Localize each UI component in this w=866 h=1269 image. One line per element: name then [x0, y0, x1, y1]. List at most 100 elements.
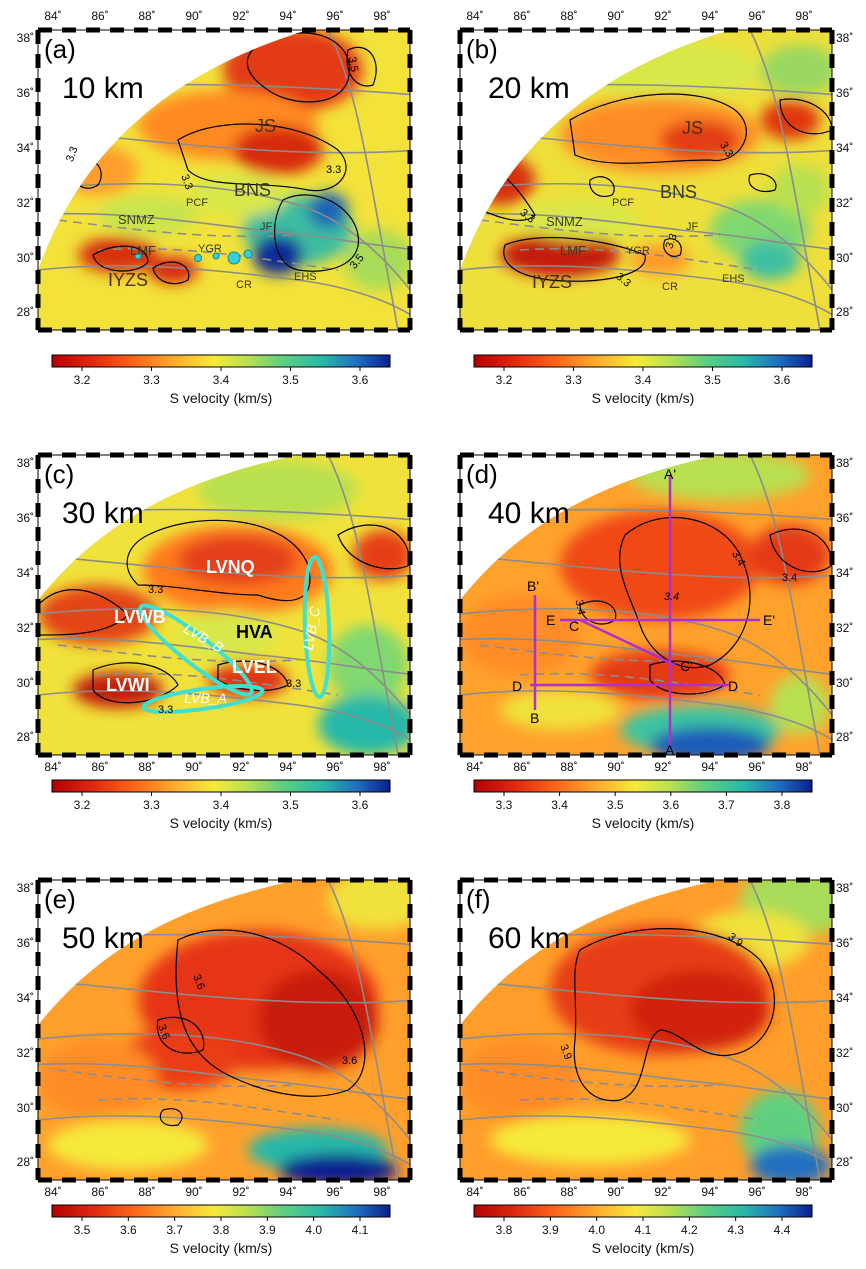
lon-tick-label: 94˚: [701, 9, 718, 23]
colorbar-tick-label: 3.5: [282, 798, 299, 812]
depth-label: 10 km: [62, 72, 144, 105]
lon-tick-label: 84˚: [466, 9, 483, 23]
profile-lines: [530, 475, 760, 745]
profile-label-a-prime: A': [664, 466, 676, 482]
colorbar-tick-label: 3.6: [120, 1223, 137, 1237]
contour-label: 3.6: [342, 1055, 357, 1067]
colorbar-tick-label: 4.4: [774, 1223, 791, 1237]
lon-tick-label: 90˚: [607, 9, 624, 23]
contour-label: 3.4: [664, 591, 679, 603]
annotation-lmf: LMF: [130, 243, 156, 258]
annotation-hva: HVA: [236, 622, 273, 642]
lat-tick-label: 38˚: [836, 456, 853, 470]
lat-tick-label: 32˚: [17, 196, 34, 210]
depth-label: 60 km: [488, 922, 570, 955]
lon-tick-label: 86˚: [513, 9, 530, 23]
lat-tick-label: 28˚: [836, 1155, 853, 1169]
contour-label: 3.6: [190, 973, 207, 991]
profile-label-d: D: [512, 678, 522, 694]
lon-tick-label: 88˚: [138, 1185, 155, 1199]
colorbar-tick-label: 3.8: [213, 1223, 230, 1237]
annotation-lvwi: LVWI: [106, 675, 150, 695]
colorbar-tick-label: 3.7: [166, 1223, 183, 1237]
lat-tick-label: 36˚: [836, 511, 853, 525]
colorbar-tick-label: 4.3: [727, 1223, 744, 1237]
panel-label: (b): [466, 34, 498, 64]
lat-tick-label: 38˚: [17, 31, 34, 45]
colorbar-tick-label: 3.6: [662, 798, 679, 812]
panel-label: (c): [44, 459, 74, 489]
lon-tick-label: 90˚: [185, 9, 202, 23]
colorbar-tick-label: 3.6: [352, 798, 369, 812]
contour-label: 3.4: [573, 599, 587, 616]
annotation-bns: BNS: [660, 182, 697, 202]
lon-tick-label: 90˚: [607, 760, 624, 774]
lon-tick-label: 88˚: [560, 760, 577, 774]
colorbar: [473, 779, 813, 793]
lon-tick-label: 96˚: [326, 1185, 343, 1199]
lat-tick-label: 36˚: [17, 936, 34, 950]
profile-label-c-prime: C': [680, 658, 693, 674]
colorbar-tick-label: 3.5: [607, 798, 624, 812]
colorbar-tick-label: 3.9: [542, 1223, 559, 1237]
colorbar: [51, 354, 391, 368]
axes-panel-f: 84˚ 86˚ 88˚ 90˚ 92˚ 94˚ 96˚ 98˚ 38˚ 36˚ 34˚ 32˚ 30˚ 2…: [457, 877, 853, 1256]
velocity-contours: [579, 516, 832, 695]
lat-tick-label: 34˚: [836, 566, 853, 580]
colorbar-tick-label: 4.1: [352, 1223, 369, 1237]
velocity-contours: [573, 928, 775, 1102]
colorbar-tick-label: 3.3: [496, 798, 513, 812]
colorbar-title: S velocity (km/s): [170, 390, 273, 406]
colorbar: [473, 354, 813, 368]
annotation-bns: BNS: [234, 180, 271, 200]
annotation-snmz: SNMZ: [546, 214, 583, 229]
colorbar-tick-label: 3.5: [74, 1223, 91, 1237]
lon-tick-label: 92˚: [654, 1185, 671, 1199]
lat-tick-label: 28˚: [836, 305, 853, 319]
label-layer: (b) 20 km JS BNS SNMZ PCF JF LMF YGR IYZ…: [466, 34, 745, 293]
lat-tick-label: 30˚: [17, 251, 34, 265]
annotation-cr: CR: [662, 281, 678, 293]
depth-label: 30 km: [62, 497, 144, 530]
contour-label: 3.3: [286, 678, 301, 690]
lat-tick-label: 38˚: [836, 881, 853, 895]
annotation-lmf: LMF: [560, 243, 586, 258]
lon-tick-label: 94˚: [701, 1185, 718, 1199]
colorbar-tick-label: 3.4: [635, 373, 652, 387]
colorbar-tick-label: 3.7: [718, 798, 735, 812]
lon-tick-label: 92˚: [232, 1185, 249, 1199]
lon-tick-label: 84˚: [44, 1185, 61, 1199]
lat-tick-label: 30˚: [836, 676, 853, 690]
label-layer: (c) 30 km LVNQ LVWB HVA LVEL LVWI LVB_B …: [44, 459, 323, 716]
lon-tick-label: 88˚: [560, 1185, 577, 1199]
contour-label: 3.9: [557, 1043, 574, 1061]
lat-tick-label: 38˚: [17, 881, 34, 895]
annotation-lvb-c: LVB_C: [300, 605, 323, 652]
lon-tick-label: 84˚: [44, 760, 61, 774]
lat-tick-label: 28˚: [836, 730, 853, 744]
colorbar-title: S velocity (km/s): [592, 815, 695, 831]
annotation-lvwb: LVWB: [114, 607, 166, 627]
lon-tick-label: 86˚: [513, 760, 530, 774]
colorbar-tick-label: 3.2: [74, 373, 91, 387]
colorbar-title: S velocity (km/s): [170, 1240, 273, 1256]
lon-tick-label: 96˚: [326, 760, 343, 774]
profile-label-c: C: [569, 618, 579, 634]
colorbar: [473, 1204, 813, 1218]
lon-tick-label: 90˚: [607, 1185, 624, 1199]
colorbar-tick-label: 3.3: [143, 373, 160, 387]
contour-label: 3.5: [346, 56, 360, 73]
colorbar-tick-label: 3.6: [774, 373, 791, 387]
contour-label: 3.6: [155, 1023, 172, 1041]
lon-tick-label: 98˚: [795, 1185, 812, 1199]
earthquake-markers: [134, 249, 253, 265]
annotation-ygr: YGR: [198, 243, 222, 255]
lon-tick-label: 88˚: [138, 9, 155, 23]
colorbar-tick-label: 4.1: [635, 1223, 652, 1237]
lat-tick-label: 38˚: [17, 456, 34, 470]
lvb-ellipses: [138, 555, 332, 714]
axes-panel-b: 84˚ 86˚ 88˚ 90˚ 92˚ 94˚ 96˚ 98˚ 38˚ 36˚ 34˚ 32˚ 30˚ 2…: [457, 9, 853, 406]
panel-b: (b) 20 km JS BNS SNMZ PCF JF LMF YGR IYZ…: [459, 29, 833, 331]
lon-tick-label: 84˚: [466, 1185, 483, 1199]
lon-tick-label: 96˚: [326, 9, 343, 23]
